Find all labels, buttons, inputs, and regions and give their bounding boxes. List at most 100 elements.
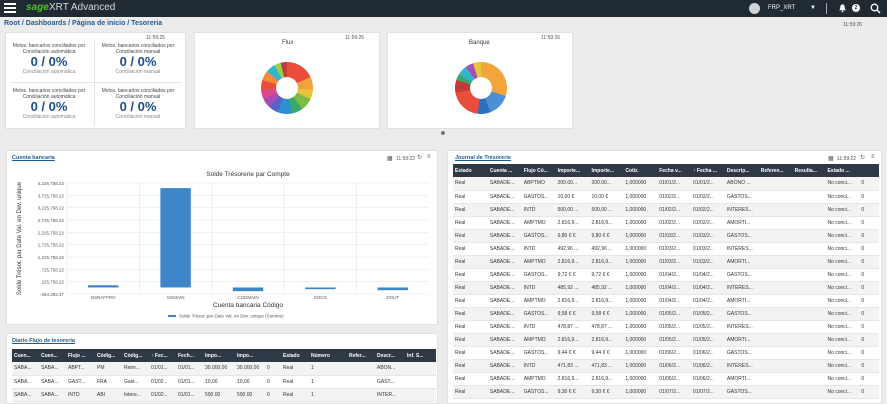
table-row[interactable]: Real SABADE... GASTOS... 9,80 € €9,80 € €1,… (453, 229, 879, 243)
table-row[interactable]: Real SABADE... ABPTMO 200.00... 200.00... 1,0… (453, 177, 879, 191)
banque-time: 11:59:26 (541, 35, 561, 41)
kpi-value[interactable]: 0 / 0% (30, 54, 68, 69)
column-header[interactable]: Descrip... (724, 164, 759, 177)
table-cell (758, 372, 793, 386)
table-cell (792, 333, 826, 347)
column-header[interactable]: Cuen... (39, 349, 66, 362)
table-row[interactable]: Real SABADE... GASTOS... 10,00 €10,00 €1,00… (453, 190, 879, 204)
table-row[interactable]: Real SABADE... INTD 492,96 ... 492,96 ... 1,0… (453, 242, 879, 256)
table-cell: 1,000000 (623, 307, 658, 321)
column-header[interactable] (265, 349, 281, 362)
column-header[interactable]: Flujo Có... (521, 164, 556, 177)
table-row[interactable]: Real SABADE... INTD 485,92 ... 485,92 ... 1,0… (453, 281, 879, 295)
column-header[interactable]: Importe... (555, 164, 590, 177)
kpi-value[interactable]: 0 / 0% (119, 54, 157, 69)
kpi-title: Mvtos. bancarios conciliados por Concili… (101, 43, 175, 55)
table-cell: No conci... (825, 268, 860, 282)
kpi-value[interactable]: 0 / 0% (30, 99, 68, 114)
table-row[interactable]: Real SABADE... INTD 500,00 ... 500,00 ... 1,0… (453, 203, 879, 217)
table-cell: Real (453, 294, 488, 308)
kpi-value[interactable]: 0 / 0% (119, 99, 157, 114)
table-cell: 10,00 (203, 375, 235, 389)
column-header[interactable]: Resulta... (792, 164, 826, 177)
column-header[interactable]: Inf. S... (405, 349, 436, 362)
table-row[interactable]: Real SABADE... AMPTMO 2.816,9... 2.816,9... 1… (453, 294, 879, 308)
table-cell: Real (453, 281, 488, 295)
column-header[interactable]: Cotiz. (623, 164, 658, 177)
column-header[interactable]: Fecha v... (657, 164, 692, 177)
column-header[interactable]: ↑ Fecha ... (691, 164, 725, 177)
column-header[interactable]: Códig... (122, 349, 149, 362)
table-row[interactable]: Real SABADE... AMPTMO 2.816,9... 2.816,9... 1… (453, 372, 879, 386)
table-row[interactable]: Real SABADE... AMPTMO 2.816,9... 2.816,9... 1… (453, 255, 879, 269)
menu-icon[interactable]: ≡ (427, 154, 431, 160)
carousel-dot[interactable] (441, 131, 445, 135)
column-header[interactable]: Fech... (176, 349, 203, 362)
chevron-down-icon[interactable]: ▼ (810, 5, 816, 11)
journal-link[interactable]: Journal de Trésorerie (455, 155, 511, 161)
column-header[interactable]: Estado ... (825, 164, 860, 177)
app-title: XRT Advanced (49, 2, 116, 13)
table-cell: 1,000000 (623, 333, 658, 347)
column-header[interactable]: Códig... (95, 349, 122, 362)
search-icon[interactable] (870, 3, 881, 14)
table-row[interactable]: Real SABADE... INTD 478,87 ... 478,87 ... 1,0… (453, 320, 879, 334)
banque-donut-chart[interactable] (455, 62, 507, 114)
user-name[interactable]: FRP_XRT (768, 5, 796, 11)
column-header[interactable]: Referen... (758, 164, 793, 177)
table-cell (758, 359, 793, 373)
table-row[interactable]: Real SABADE... AMPTMO 2.816,9... 2.816,9... 1… (453, 216, 879, 230)
column-header[interactable]: Refer... (347, 349, 375, 362)
column-header[interactable]: ↑ Fec... (149, 349, 176, 362)
flux-donut-chart[interactable] (261, 62, 313, 114)
table-cell (758, 242, 793, 256)
table-row[interactable]: Real SABADE... GASTOS... 9,44 € €9,44 € €1,… (453, 346, 879, 360)
chart-bar (232, 287, 264, 292)
table-cell (792, 385, 826, 399)
menu-icon[interactable] (4, 3, 16, 14)
column-header[interactable]: Flujo ... (66, 349, 95, 362)
refresh-icon[interactable]: ↻ (417, 155, 423, 161)
column-header[interactable]: Impo... (203, 349, 235, 362)
table-cell (758, 281, 793, 295)
column-header[interactable]: Estado (281, 349, 309, 362)
table-row[interactable]: SABA... SABA... INTD ABI Intere... 01/02... 01… (12, 388, 436, 402)
compte-link[interactable]: Cuenta bancaria (12, 155, 55, 161)
table-row[interactable]: SABA... SABA... GAST... FRA Gast... 01/02... 0… (12, 375, 436, 389)
table-cell (347, 388, 375, 402)
notification-badge[interactable]: 2 (852, 4, 860, 12)
kpi-time: 11:59:25 (146, 35, 166, 41)
y-tick-label: 2,725,758.22 (38, 218, 65, 223)
column-header[interactable]: Cuen... (12, 349, 39, 362)
table-row[interactable]: Real SABADE... GASTOS... 9,58 € €9,58 € €1,… (453, 307, 879, 321)
table-cell: Real (281, 388, 309, 402)
table-row[interactable]: Real SABADE... AMPTMO 2.816,9... 2.816,9... 1… (453, 333, 879, 347)
table-row[interactable]: SABA... SABA... ABPT... PM Reim... 01/01... 01… (12, 362, 436, 376)
column-header[interactable]: Número (309, 349, 347, 362)
column-header[interactable]: Estado (453, 164, 488, 177)
table-row[interactable]: Real SABADE... GASTOS... 9,30 € €9,30 € €1,… (453, 385, 879, 399)
table-cell: SABADE... (487, 281, 522, 295)
flujo-link[interactable]: Diario Flujo de tesorería (12, 338, 75, 344)
refresh-icon[interactable]: ↻ (860, 155, 866, 161)
column-header[interactable]: Impo... (235, 349, 265, 362)
table-row[interactable]: Real SABADE... INTD 471,83 ... 471,83 ... 1,0… (453, 359, 879, 373)
table-cell: INTERES... (724, 203, 759, 217)
table-row[interactable]: Real SABADE... GASTOS... 9,72 € €9,72 € €1,… (453, 268, 879, 282)
column-header[interactable]: Descr... (375, 349, 405, 362)
avatar[interactable] (749, 3, 760, 14)
bell-icon[interactable] (838, 3, 847, 13)
column-header[interactable]: Importe... (589, 164, 624, 177)
breadcrumb[interactable]: Root / Dashboards / Página de inicio / T… (4, 20, 163, 27)
table-cell: INTER... (375, 388, 405, 402)
menu-icon[interactable]: ≡ (871, 154, 875, 160)
column-header[interactable] (859, 164, 879, 177)
table-cell: No conci... (825, 320, 860, 334)
table-cell: 01/03/2... (657, 229, 692, 243)
table-cell: 485,92 ... (589, 281, 624, 295)
table-cell (758, 216, 793, 230)
table-cell: 9,44 € € (555, 346, 590, 360)
table-cell: 01/02/2... (691, 190, 725, 204)
table-cell: SABA... (12, 362, 39, 376)
column-header[interactable]: Cuenta ... (487, 164, 522, 177)
